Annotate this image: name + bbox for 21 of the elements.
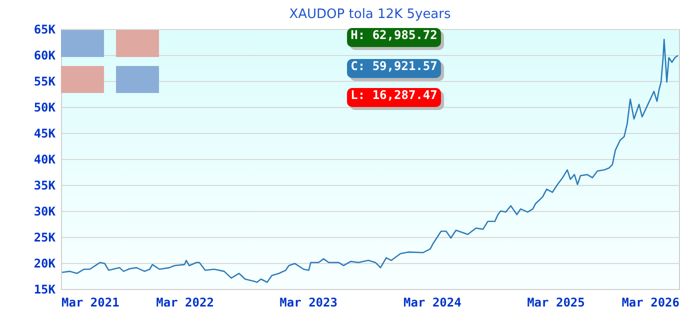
y-tick-label: 20K [34, 256, 56, 270]
chart-title: XAUDOP tola 12K 5years [289, 7, 451, 22]
x-tick-label: Mar 2022 [156, 296, 214, 310]
y-tick-label: 30K [34, 204, 56, 218]
annotation: H: 62,985.72 [347, 28, 441, 47]
x-tick-label: Mar 2024 [404, 296, 462, 310]
y-tick-label: 45K [34, 126, 56, 140]
x-tick-label: Mar 2026 [622, 296, 680, 310]
y-tick-label: 40K [34, 152, 56, 166]
annotation: L: 16,287.47 [347, 88, 441, 107]
y-tick-label: 65K [34, 22, 56, 36]
y-tick-label: 25K [34, 230, 56, 244]
x-tick-label: Mar 2023 [280, 296, 338, 310]
x-tick-label: Mar 2021 [62, 296, 120, 310]
annotation: C: 59,921.57 [347, 59, 441, 78]
y-tick-label: 50K [34, 100, 56, 114]
y-tick-label: 35K [34, 178, 56, 192]
y-tick-label: 60K [34, 48, 56, 62]
y-tick-label: 15K [34, 282, 56, 296]
x-tick-label: Mar 2025 [527, 296, 585, 310]
y-tick-label: 55K [34, 74, 56, 88]
